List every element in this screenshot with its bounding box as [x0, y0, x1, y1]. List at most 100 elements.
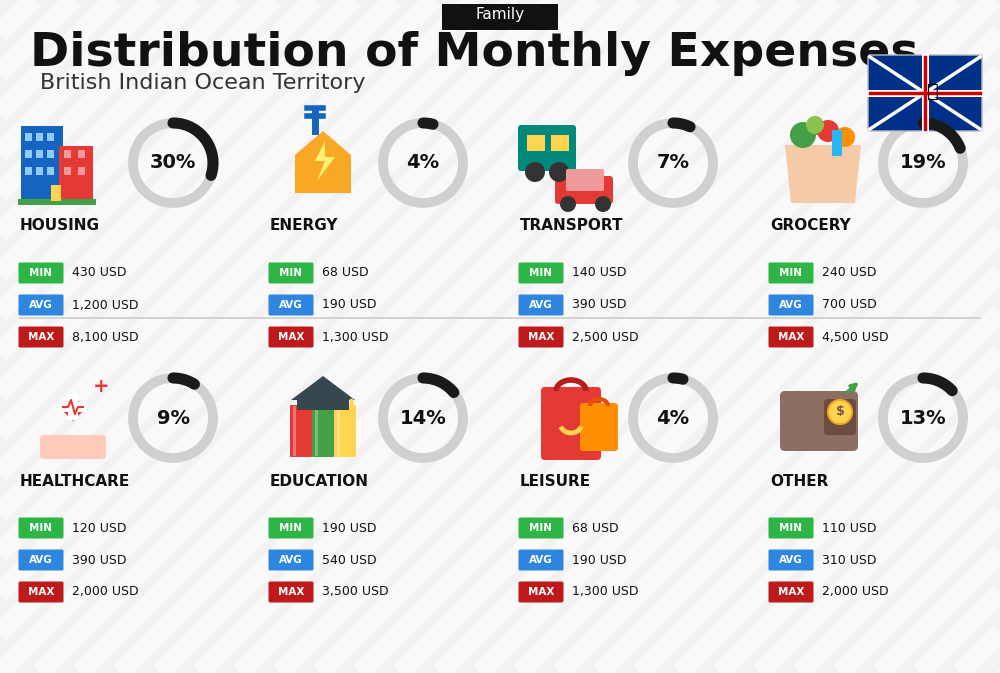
Text: AVG: AVG [279, 300, 303, 310]
FancyBboxPatch shape [768, 518, 814, 538]
Circle shape [828, 400, 852, 424]
Text: AVG: AVG [779, 300, 803, 310]
Text: MIN: MIN [530, 268, 552, 278]
FancyBboxPatch shape [824, 399, 856, 435]
Text: 240 USD: 240 USD [822, 267, 876, 279]
Bar [64, 167, 71, 175]
Circle shape [835, 127, 855, 147]
Polygon shape [315, 141, 335, 181]
Polygon shape [291, 376, 355, 400]
Text: +: + [93, 376, 109, 396]
Text: MAX: MAX [778, 332, 804, 342]
Bar [337, 406, 340, 456]
Text: 430 USD: 430 USD [72, 267, 126, 279]
Bar [315, 406, 318, 456]
Text: 140 USD: 140 USD [572, 267, 626, 279]
Bar [47, 150, 54, 158]
Text: Distribution of Monthly Expenses: Distribution of Monthly Expenses [30, 30, 918, 75]
Bar [36, 133, 43, 141]
Bar [68, 394, 78, 420]
FancyBboxPatch shape [18, 581, 64, 602]
Text: 9%: 9% [156, 409, 190, 427]
Text: 190 USD: 190 USD [322, 299, 376, 312]
Text: 700 USD: 700 USD [822, 299, 877, 312]
Text: 14%: 14% [400, 409, 446, 427]
Text: HOUSING: HOUSING [20, 219, 100, 234]
Text: LEISURE: LEISURE [520, 474, 591, 489]
FancyBboxPatch shape [40, 435, 106, 459]
Text: TRANSPORT: TRANSPORT [520, 219, 624, 234]
Text: 540 USD: 540 USD [322, 553, 377, 567]
Text: 8,100 USD: 8,100 USD [72, 330, 139, 343]
Bar [78, 167, 85, 175]
FancyBboxPatch shape [268, 262, 314, 283]
Text: MIN: MIN [780, 268, 802, 278]
Bar [25, 133, 32, 141]
FancyBboxPatch shape [768, 295, 814, 316]
FancyBboxPatch shape [268, 549, 314, 571]
Text: AVG: AVG [29, 555, 53, 565]
Text: 390 USD: 390 USD [72, 553, 126, 567]
Text: 1,300 USD: 1,300 USD [322, 330, 388, 343]
Text: 390 USD: 390 USD [572, 299, 626, 312]
FancyBboxPatch shape [768, 262, 814, 283]
Circle shape [560, 196, 576, 212]
Text: Family: Family [475, 7, 525, 22]
Text: MIN: MIN [530, 523, 552, 533]
FancyBboxPatch shape [18, 262, 64, 283]
Text: 190 USD: 190 USD [572, 553, 626, 567]
FancyBboxPatch shape [268, 295, 314, 316]
Text: 2,000 USD: 2,000 USD [822, 586, 889, 598]
Text: MAX: MAX [278, 332, 304, 342]
Text: MIN: MIN [280, 523, 302, 533]
Text: EDUCATION: EDUCATION [270, 474, 369, 489]
Bar [551, 135, 569, 151]
Text: 7%: 7% [656, 153, 690, 172]
Text: OTHER: OTHER [770, 474, 828, 489]
FancyBboxPatch shape [518, 581, 564, 602]
FancyBboxPatch shape [518, 295, 564, 316]
FancyBboxPatch shape [442, 4, 558, 30]
Circle shape [806, 116, 824, 134]
Bar [64, 150, 71, 158]
Text: 4%: 4% [406, 153, 440, 172]
FancyBboxPatch shape [268, 326, 314, 347]
Text: 110 USD: 110 USD [822, 522, 876, 534]
Bar [47, 133, 54, 141]
Text: MAX: MAX [28, 332, 54, 342]
Polygon shape [785, 145, 861, 203]
Text: 4%: 4% [656, 409, 690, 427]
FancyBboxPatch shape [59, 146, 93, 201]
Text: AVG: AVG [529, 300, 553, 310]
FancyBboxPatch shape [768, 326, 814, 347]
Text: MIN: MIN [780, 523, 802, 533]
FancyBboxPatch shape [297, 398, 349, 410]
Text: MIN: MIN [280, 268, 302, 278]
FancyBboxPatch shape [290, 405, 312, 457]
FancyBboxPatch shape [832, 130, 842, 156]
FancyBboxPatch shape [312, 405, 334, 457]
FancyBboxPatch shape [580, 403, 618, 451]
Text: 310 USD: 310 USD [822, 553, 876, 567]
FancyBboxPatch shape [768, 581, 814, 602]
Text: 68 USD: 68 USD [572, 522, 619, 534]
Text: GROCERY: GROCERY [770, 219, 851, 234]
Text: 4,500 USD: 4,500 USD [822, 330, 889, 343]
Bar [36, 150, 43, 158]
Text: MIN: MIN [30, 268, 52, 278]
FancyBboxPatch shape [868, 55, 982, 131]
Text: AVG: AVG [29, 300, 53, 310]
Text: 3,500 USD: 3,500 USD [322, 586, 389, 598]
Polygon shape [62, 402, 84, 422]
Text: 190 USD: 190 USD [322, 522, 376, 534]
FancyBboxPatch shape [768, 549, 814, 571]
Text: British Indian Ocean Territory: British Indian Ocean Territory [40, 73, 366, 93]
Text: MAX: MAX [28, 587, 54, 597]
Text: AVG: AVG [529, 555, 553, 565]
Circle shape [817, 120, 839, 142]
Text: HEALTHCARE: HEALTHCARE [20, 474, 130, 489]
Bar [25, 167, 32, 175]
Text: 2,500 USD: 2,500 USD [572, 330, 639, 343]
FancyBboxPatch shape [21, 126, 63, 201]
Text: 13%: 13% [900, 409, 946, 427]
